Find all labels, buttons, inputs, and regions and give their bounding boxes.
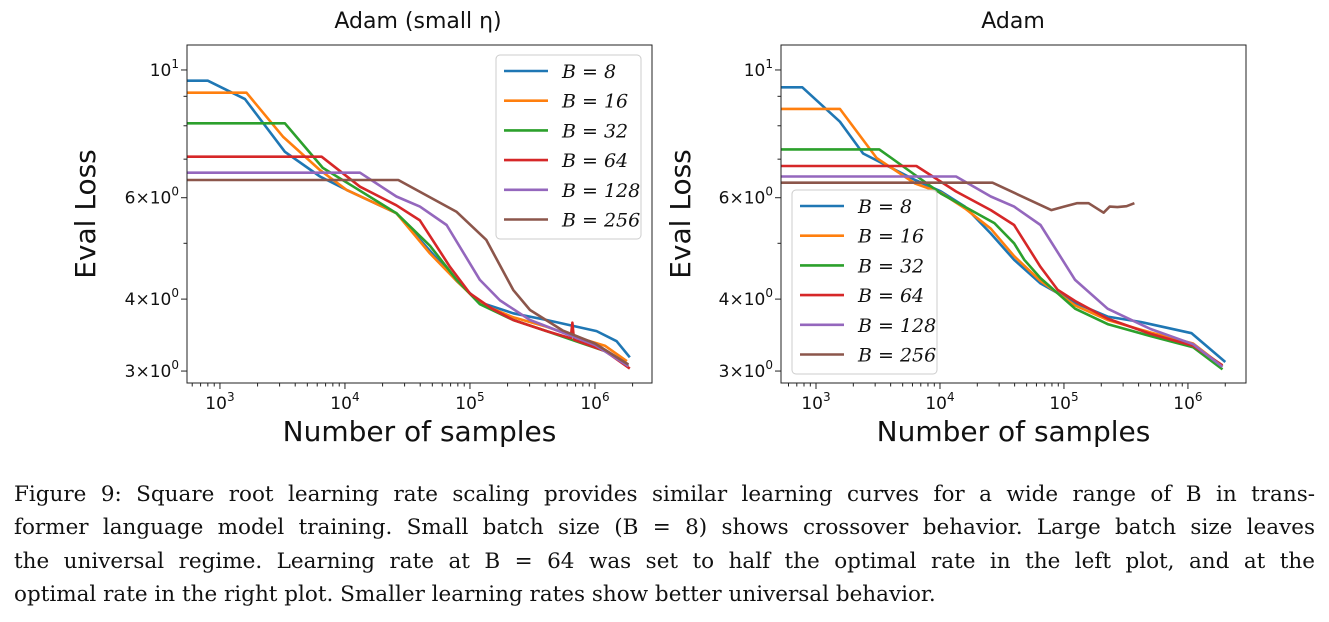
caption-line-2: former language model training. Small ba… (14, 515, 1315, 540)
x-tick-base: 10 (1173, 394, 1195, 414)
y-tick-base: 6×10 (125, 189, 172, 209)
y-tick-exponent: 0 (171, 286, 179, 300)
x-axis-label: Number of samples (283, 415, 557, 448)
x-tick-exponent: 3 (227, 390, 235, 404)
legend-label: B = 32 (857, 255, 924, 277)
legend: B = 8 B = 16 B = 32 B = 64 B = 128 B = 256 (791, 189, 938, 375)
x-tick-label: 106 (1173, 390, 1202, 414)
x-tick-label: 105 (1049, 390, 1078, 414)
chart-1: Adam (small η) Eval Loss Number of samples… (69, 9, 653, 448)
legend-label: B = 8 (857, 196, 912, 218)
y-tick-exponent: 0 (765, 286, 773, 300)
x-tick-label: 103 (205, 390, 234, 414)
y-tick-base: 4×10 (125, 290, 172, 310)
series-line-B128 (781, 175, 1224, 368)
y-tick-label: 6×100 (719, 185, 773, 209)
y-tick-label: 3×100 (125, 358, 179, 382)
x-tick-exponent: 4 (947, 390, 955, 404)
axes-frame (186, 44, 653, 384)
chart-title: Adam (981, 9, 1045, 34)
y-tick-exponent: 0 (171, 358, 179, 372)
x-tick-exponent: 5 (1071, 390, 1079, 404)
axes-frame (780, 44, 1247, 384)
x-axis-label: Number of samples (877, 415, 1151, 448)
y-tick-label: 101 (150, 57, 179, 81)
x-tick-exponent: 5 (477, 390, 485, 404)
legend-label: B = 256 (561, 210, 640, 232)
legend-label: B = 256 (857, 345, 936, 367)
x-tick-exponent: 6 (1195, 390, 1203, 404)
y-axis-label: Eval Loss (664, 149, 697, 279)
series-line-B128 (187, 171, 630, 368)
y-tick-label: 101 (744, 57, 773, 81)
y-tick-base: 3×10 (719, 362, 766, 382)
x-tick-base: 10 (1049, 394, 1071, 414)
x-tick-exponent: 6 (602, 390, 610, 404)
series-line-B256 (781, 181, 1135, 214)
chart-title: Adam (small η) (334, 9, 501, 34)
legend-label: B = 64 (857, 285, 924, 307)
y-tick-exponent: 0 (765, 185, 773, 199)
figure: Adam (small η) Eval Loss Number of samples… (69, 9, 1247, 448)
y-tick-label: 4×100 (719, 286, 773, 310)
y-tick-label: 6×100 (125, 185, 179, 209)
y-axis-label: Eval Loss (69, 149, 102, 279)
legend-label: B = 8 (561, 61, 616, 83)
y-tick-base: 4×10 (719, 290, 766, 310)
y-tick-exponent: 1 (171, 57, 179, 71)
x-tick-base: 10 (455, 394, 477, 414)
y-tick-exponent: 0 (171, 185, 179, 199)
y-tick-label: 4×100 (125, 286, 179, 310)
series-group (781, 86, 1227, 371)
caption-line-4: optimal rate in the right plot. Smaller … (14, 582, 936, 607)
y-tick-label: 3×100 (719, 358, 773, 382)
x-tick-label: 105 (455, 390, 484, 414)
x-tick-base: 10 (801, 394, 823, 414)
x-tick-label: 104 (925, 390, 954, 414)
legend-label: B = 16 (857, 226, 924, 248)
x-tick-base: 10 (925, 394, 947, 414)
series-line-B64 (781, 164, 1224, 367)
y-tick-base: 10 (744, 61, 766, 81)
y-tick-base: 10 (150, 61, 172, 81)
series-line-B256 (187, 178, 630, 366)
x-tick-base: 10 (205, 394, 227, 414)
x-tick-label: 104 (330, 390, 359, 414)
caption-line-3: the universal regime. Learning rate at B… (14, 549, 1315, 574)
caption-line-1: Figure 9: Square root learning rate scal… (14, 482, 1315, 507)
x-tick-base: 10 (580, 394, 602, 414)
legend-label: B = 128 (561, 180, 640, 202)
legend-label: B = 128 (857, 315, 936, 337)
y-tick-base: 3×10 (125, 362, 172, 382)
y-tick-exponent: 0 (765, 358, 773, 372)
legend: B = 8 B = 16 B = 32 B = 64 B = 128 B = 256 (495, 54, 642, 240)
series-line-B32 (781, 148, 1224, 371)
series-group (187, 79, 631, 370)
x-tick-exponent: 4 (352, 390, 360, 404)
series-line-B8 (187, 79, 631, 359)
x-tick-exponent: 3 (823, 390, 831, 404)
legend-label: B = 64 (561, 150, 628, 172)
x-tick-label: 106 (580, 390, 609, 414)
x-tick-label: 103 (801, 390, 830, 414)
legend-label: B = 16 (561, 91, 628, 113)
x-tick-base: 10 (330, 394, 352, 414)
legend-label: B = 32 (561, 120, 628, 142)
y-tick-exponent: 1 (765, 57, 773, 71)
y-tick-base: 6×10 (719, 189, 766, 209)
